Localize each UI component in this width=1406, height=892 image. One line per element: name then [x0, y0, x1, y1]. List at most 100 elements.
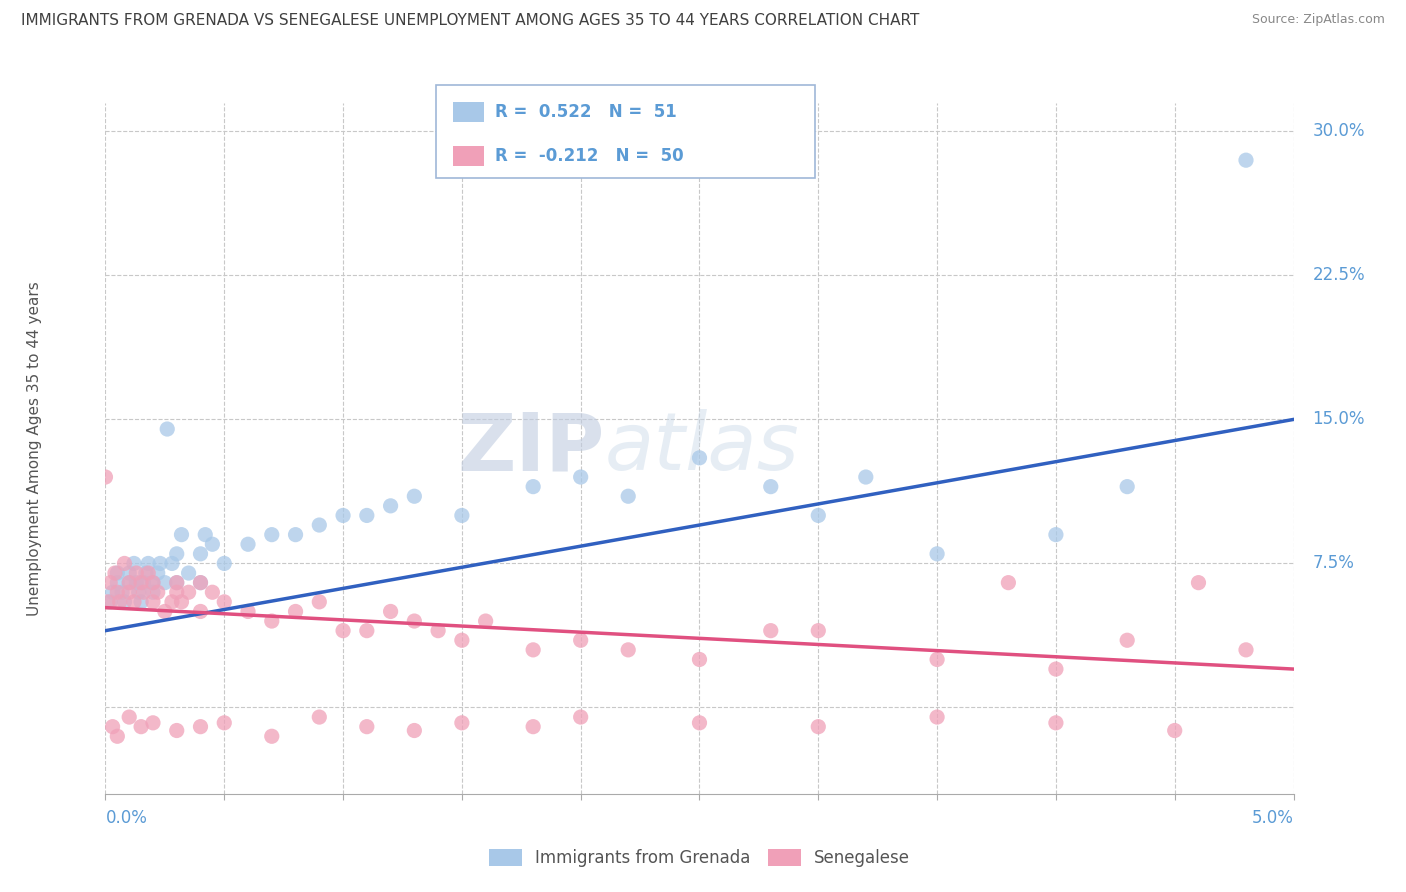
- Point: [166, 575, 188, 590]
- Point: [160, 557, 183, 571]
- Point: [214, 715, 236, 730]
- Point: [111, 585, 134, 599]
- Text: 7.5%: 7.5%: [1313, 555, 1354, 573]
- Text: IMMIGRANTS FROM GRENADA VS SENEGALESE UNEMPLOYMENT AMONG AGES 35 TO 44 YEARS COR: IMMIGRANTS FROM GRENADA VS SENEGALESE UN…: [21, 13, 920, 29]
- Point: [332, 508, 354, 523]
- Text: ZIP: ZIP: [457, 409, 605, 487]
- Point: [177, 566, 200, 580]
- Point: [129, 575, 152, 590]
- Point: [190, 604, 212, 618]
- Point: [101, 720, 124, 734]
- Text: Unemployment Among Ages 35 to 44 years: Unemployment Among Ages 35 to 44 years: [27, 281, 42, 615]
- Point: [114, 557, 136, 571]
- Point: [146, 585, 169, 599]
- Point: [118, 566, 141, 580]
- Point: [190, 547, 212, 561]
- Point: [284, 604, 307, 618]
- Point: [101, 585, 124, 599]
- Point: [759, 624, 782, 638]
- Point: [98, 575, 121, 590]
- Point: [170, 527, 193, 541]
- Point: [404, 614, 426, 628]
- Point: [156, 422, 179, 436]
- Point: [522, 643, 544, 657]
- Point: [260, 729, 283, 743]
- Point: [404, 723, 426, 738]
- Point: [129, 720, 152, 734]
- Text: 30.0%: 30.0%: [1313, 122, 1365, 140]
- Point: [356, 508, 378, 523]
- Point: [132, 575, 155, 590]
- Point: [450, 715, 472, 730]
- Text: Source: ZipAtlas.com: Source: ZipAtlas.com: [1251, 13, 1385, 27]
- Point: [236, 537, 259, 551]
- Point: [332, 624, 354, 638]
- Point: [170, 595, 193, 609]
- Point: [1045, 662, 1067, 676]
- Point: [201, 585, 224, 599]
- Point: [98, 595, 121, 609]
- Point: [450, 508, 472, 523]
- Point: [153, 575, 176, 590]
- Point: [308, 710, 330, 724]
- Point: [404, 489, 426, 503]
- Text: R =  -0.212   N =  50: R = -0.212 N = 50: [495, 147, 683, 165]
- Point: [118, 575, 141, 590]
- Point: [118, 585, 141, 599]
- Text: 22.5%: 22.5%: [1313, 267, 1365, 285]
- Point: [522, 720, 544, 734]
- Point: [105, 729, 128, 743]
- Point: [1116, 633, 1139, 648]
- Point: [214, 595, 236, 609]
- Point: [129, 595, 152, 609]
- Point: [1187, 575, 1209, 590]
- Point: [166, 547, 188, 561]
- Point: [807, 508, 830, 523]
- Point: [427, 624, 450, 638]
- Point: [105, 585, 128, 599]
- Point: [380, 604, 402, 618]
- Point: [149, 557, 172, 571]
- Point: [125, 575, 148, 590]
- Point: [284, 527, 307, 541]
- Point: [855, 470, 877, 484]
- Text: 0.0%: 0.0%: [105, 809, 148, 827]
- Point: [108, 595, 131, 609]
- Point: [166, 723, 188, 738]
- Point: [474, 614, 496, 628]
- Point: [617, 489, 640, 503]
- Point: [689, 652, 711, 666]
- Point: [997, 575, 1019, 590]
- Point: [142, 715, 165, 730]
- Point: [569, 710, 592, 724]
- Point: [142, 575, 165, 590]
- Point: [97, 595, 120, 609]
- Point: [236, 604, 259, 618]
- Point: [214, 557, 236, 571]
- Point: [689, 450, 711, 465]
- Point: [125, 566, 148, 580]
- Point: [194, 527, 217, 541]
- Point: [114, 595, 136, 609]
- Point: [201, 537, 224, 551]
- Point: [522, 480, 544, 494]
- Point: [450, 633, 472, 648]
- Point: [190, 720, 212, 734]
- Point: [136, 557, 159, 571]
- Point: [146, 566, 169, 580]
- Point: [135, 566, 157, 580]
- Point: [689, 715, 711, 730]
- Point: [177, 585, 200, 599]
- Point: [118, 710, 141, 724]
- Point: [142, 585, 165, 599]
- Point: [617, 643, 640, 657]
- Point: [356, 720, 378, 734]
- Point: [142, 575, 165, 590]
- Point: [308, 595, 330, 609]
- Legend: Immigrants from Grenada, Senegalese: Immigrants from Grenada, Senegalese: [481, 840, 918, 875]
- Point: [308, 518, 330, 533]
- Point: [356, 624, 378, 638]
- Point: [1116, 480, 1139, 494]
- Point: [807, 720, 830, 734]
- Point: [122, 557, 145, 571]
